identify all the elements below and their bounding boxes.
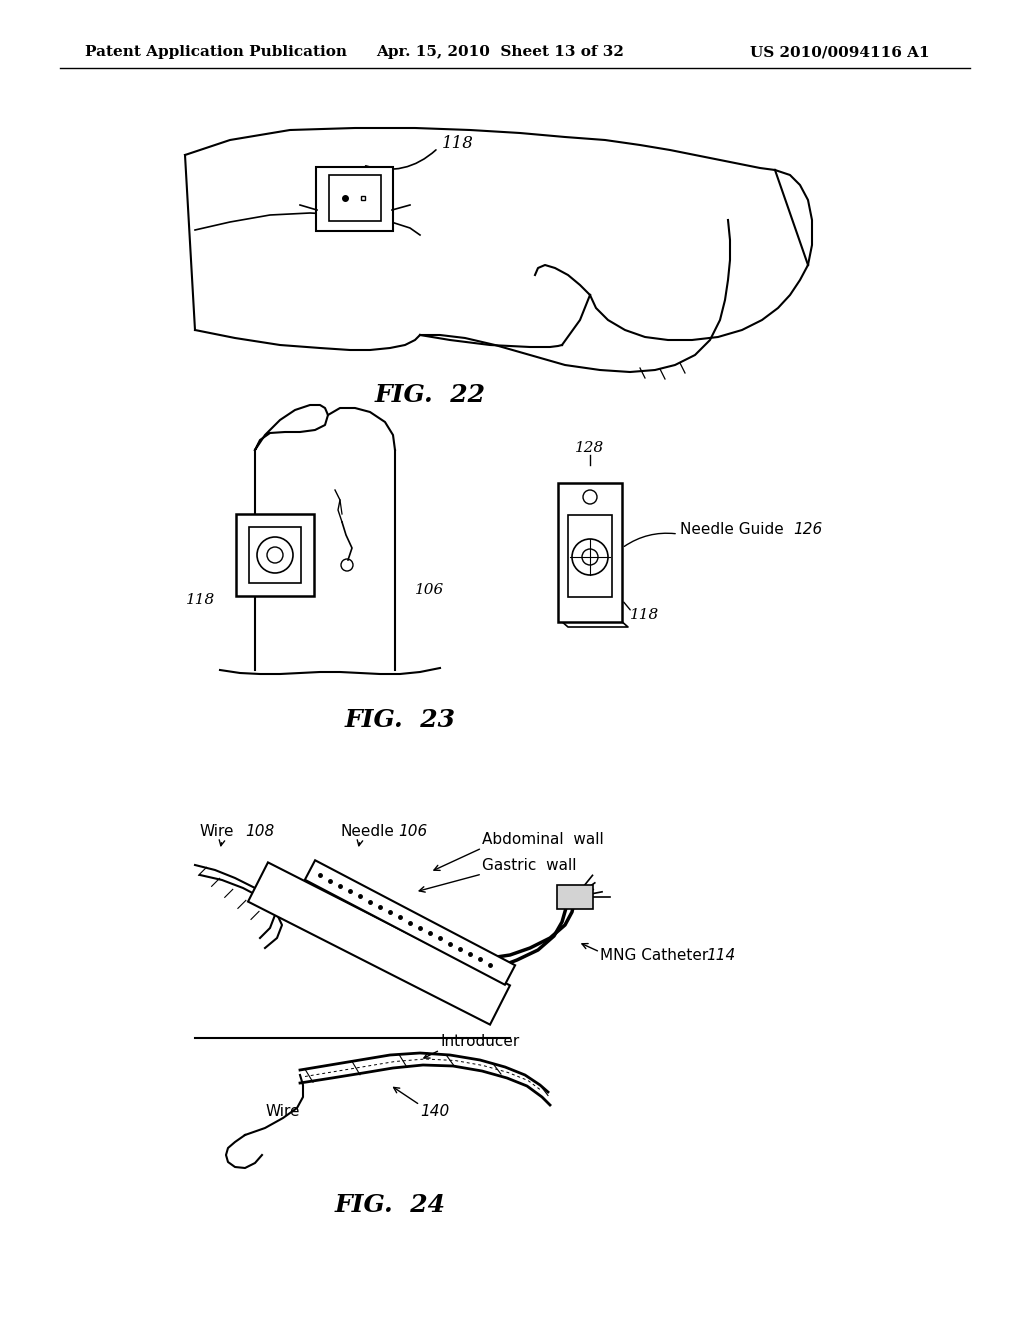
Text: FIG.  22: FIG. 22 <box>375 383 485 407</box>
FancyBboxPatch shape <box>249 527 301 583</box>
Text: Introducer: Introducer <box>440 1035 519 1049</box>
Text: FIG.  24: FIG. 24 <box>335 1193 445 1217</box>
Text: 118: 118 <box>185 593 215 607</box>
Text: Needle: Needle <box>340 825 394 840</box>
FancyBboxPatch shape <box>316 168 393 231</box>
FancyBboxPatch shape <box>557 884 593 909</box>
Text: 126: 126 <box>793 523 822 537</box>
Text: 118: 118 <box>630 609 659 622</box>
Text: Apr. 15, 2010  Sheet 13 of 32: Apr. 15, 2010 Sheet 13 of 32 <box>376 45 624 59</box>
Text: Patent Application Publication: Patent Application Publication <box>85 45 347 59</box>
Text: Needle Guide: Needle Guide <box>680 523 783 537</box>
Text: 106: 106 <box>398 825 427 840</box>
Text: Wire: Wire <box>265 1105 299 1119</box>
Polygon shape <box>248 862 510 1024</box>
Text: 140: 140 <box>420 1105 450 1119</box>
Text: 128: 128 <box>575 441 604 455</box>
Text: 108: 108 <box>245 825 274 840</box>
Text: 118: 118 <box>442 136 474 153</box>
Text: 106: 106 <box>415 583 444 597</box>
FancyBboxPatch shape <box>329 176 381 220</box>
Text: Gastric  wall: Gastric wall <box>482 858 577 874</box>
Text: 114: 114 <box>706 948 735 962</box>
Text: Abdominal  wall: Abdominal wall <box>482 833 604 847</box>
Text: FIG.  23: FIG. 23 <box>344 708 456 733</box>
Text: Wire: Wire <box>200 825 234 840</box>
FancyBboxPatch shape <box>558 483 622 622</box>
FancyBboxPatch shape <box>568 515 612 597</box>
Text: US 2010/0094116 A1: US 2010/0094116 A1 <box>751 45 930 59</box>
Text: MNG Catheter: MNG Catheter <box>600 948 709 962</box>
FancyBboxPatch shape <box>236 513 314 597</box>
Polygon shape <box>305 861 515 985</box>
